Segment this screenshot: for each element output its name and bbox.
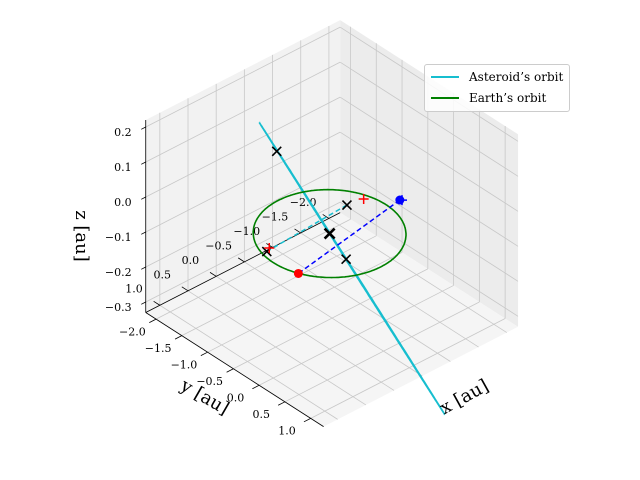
cross-red-bottom-marker bbox=[264, 243, 275, 254]
x-tick-label: −1.0 bbox=[171, 358, 198, 371]
grid-line-x bbox=[181, 235, 377, 337]
grid-line-y bbox=[328, 218, 507, 333]
z-tick-label: −0.1 bbox=[105, 231, 132, 244]
x-axis-label: x [au] bbox=[436, 375, 492, 419]
y-tick-mark bbox=[153, 300, 161, 306]
cross-blue-marker bbox=[396, 195, 407, 206]
x-tick-label: 0.5 bbox=[253, 408, 271, 421]
grid-line-x bbox=[284, 301, 480, 403]
y-tick-label: −2.0 bbox=[290, 196, 317, 209]
x-tick-label: −1.5 bbox=[145, 342, 172, 355]
x-tick-mark bbox=[149, 318, 157, 323]
legend-item-earth: Earth’s orbit bbox=[431, 90, 546, 106]
grid-line-y bbox=[300, 232, 479, 348]
grid-line-z bbox=[145, 131, 341, 233]
descending-node-marker bbox=[271, 146, 282, 157]
z-tick-mark bbox=[141, 161, 146, 165]
back-pane-right bbox=[340, 20, 519, 327]
tick-labels: −2.0−1.5−1.0−0.50.00.51.01.00.50.0−0.5−1… bbox=[105, 126, 330, 438]
legend-swatch-earth bbox=[431, 97, 459, 99]
grid-line-x bbox=[233, 268, 428, 370]
y-tick-label: 0.0 bbox=[182, 254, 200, 267]
y-tick-label: −0.5 bbox=[205, 239, 232, 252]
z-tick-mark bbox=[141, 231, 146, 235]
legend-label-earth: Earth’s orbit bbox=[469, 91, 547, 105]
z-tick-mark bbox=[141, 126, 146, 130]
y-tick-mark bbox=[294, 228, 301, 234]
grid-line-z bbox=[145, 201, 341, 303]
grid-line-z bbox=[145, 166, 341, 268]
cross-red-top-marker bbox=[358, 193, 369, 204]
y-tick-label: −1.0 bbox=[233, 225, 260, 238]
z-tick-mark bbox=[141, 266, 146, 270]
asteroid-orbit-line bbox=[258, 121, 446, 416]
connector-dashed-line bbox=[297, 199, 401, 275]
grid-line-y bbox=[215, 275, 395, 391]
y-tick-mark bbox=[181, 286, 189, 292]
sun-marker bbox=[323, 227, 336, 240]
y-tick-label: −1.5 bbox=[262, 210, 289, 223]
x-tick-mark bbox=[252, 384, 260, 390]
grid-line-z bbox=[339, 166, 519, 282]
grid-line-y bbox=[244, 261, 423, 377]
x-tick-mark bbox=[303, 417, 311, 423]
z-tick-mark bbox=[141, 301, 146, 305]
y-tick-mark bbox=[237, 257, 245, 263]
x-tick-mark bbox=[277, 401, 286, 406]
x-axis-line bbox=[145, 312, 324, 427]
grid-line-y bbox=[187, 290, 367, 406]
grid-lines bbox=[145, 25, 519, 420]
z-tick-mark bbox=[141, 196, 146, 200]
grid-line-x bbox=[310, 318, 506, 419]
z-tick-label: 0.2 bbox=[114, 126, 132, 139]
perihelion-marker bbox=[341, 199, 353, 211]
earth-marker bbox=[293, 268, 303, 278]
legend: Asteroid’s orbit Earth’s orbit bbox=[424, 64, 570, 112]
grid-line-z bbox=[339, 131, 519, 247]
ascending-node-marker bbox=[341, 254, 352, 265]
x-tick-label: 0.0 bbox=[227, 391, 245, 404]
z-tick-label: 0.1 bbox=[114, 161, 132, 174]
axis-panes bbox=[145, 20, 519, 427]
grid-line-z bbox=[145, 26, 341, 128]
x-tick-mark bbox=[226, 368, 234, 373]
grid-line-z bbox=[145, 61, 341, 163]
y-tick-mark bbox=[209, 272, 217, 277]
grid-line-x bbox=[258, 285, 454, 386]
y-tick-label: 1.0 bbox=[125, 283, 143, 296]
plot-area bbox=[252, 121, 446, 416]
grid-line-x bbox=[155, 218, 351, 320]
x-tick-label: −2.0 bbox=[119, 325, 146, 338]
z-axis-label: z [au] bbox=[71, 210, 92, 262]
legend-swatch-asteroid bbox=[431, 76, 459, 78]
grid-line-y bbox=[272, 247, 451, 362]
x-tick-label: 1.0 bbox=[278, 425, 296, 438]
legend-label-asteroid: Asteroid’s orbit bbox=[469, 70, 564, 84]
x-tick-label: −0.5 bbox=[196, 375, 223, 388]
axis-lines bbox=[145, 119, 341, 427]
z-tick-label: −0.2 bbox=[105, 266, 132, 279]
x-tick-mark bbox=[174, 335, 183, 340]
grid-line-y bbox=[159, 304, 338, 420]
grid-line-x bbox=[207, 251, 403, 353]
grid-line-z bbox=[339, 96, 519, 212]
x-tick-mark bbox=[200, 351, 208, 357]
z-tick-label: −0.3 bbox=[105, 301, 132, 314]
legend-item-asteroid: Asteroid’s orbit bbox=[431, 69, 563, 85]
grid-line-z bbox=[145, 96, 341, 198]
earth-orbit-line bbox=[252, 188, 407, 279]
floor-pane bbox=[145, 212, 519, 427]
z-tick-label: 0.0 bbox=[114, 196, 132, 209]
grid-line-z bbox=[339, 61, 519, 177]
back-pane-left bbox=[145, 20, 341, 313]
y-tick-label: 0.5 bbox=[153, 268, 171, 281]
y-axis-line bbox=[145, 212, 341, 313]
